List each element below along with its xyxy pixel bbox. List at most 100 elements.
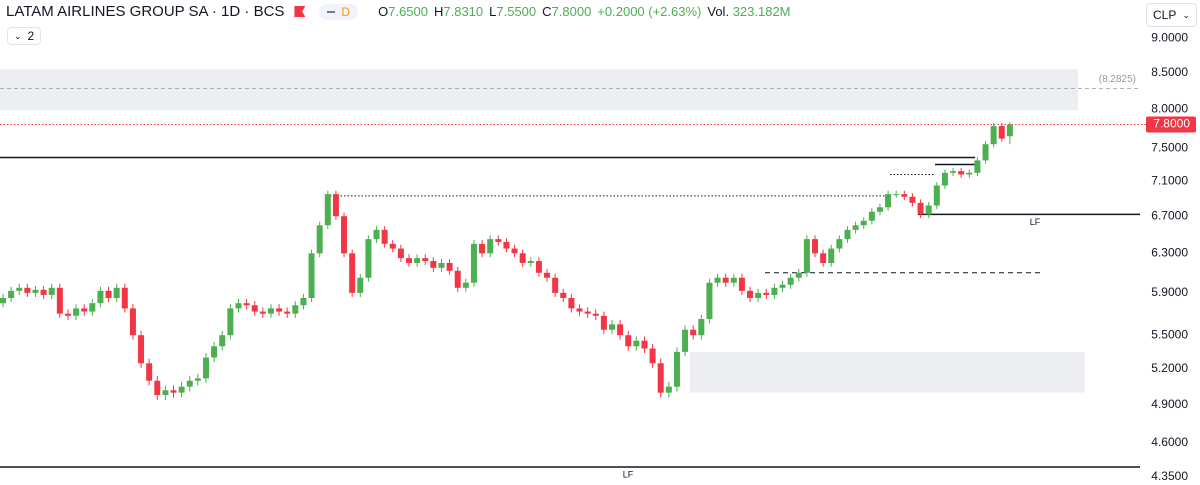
y-tick-label: 5.9000 <box>1151 285 1188 299</box>
symbol-title: LATAM AIRLINES GROUP SA · 1D · BCS <box>6 3 285 20</box>
candle-body <box>219 335 226 347</box>
candle-body <box>552 277 559 293</box>
candle-body <box>982 144 989 161</box>
candle-body <box>129 308 136 336</box>
candle-body <box>950 171 957 173</box>
candle-body <box>73 308 80 316</box>
candle-body <box>617 324 624 336</box>
y-tick-label: 4.9000 <box>1151 397 1188 411</box>
candle-body <box>121 287 128 309</box>
candle-body <box>665 386 672 393</box>
candle-body <box>259 311 266 314</box>
candle-body <box>154 380 161 396</box>
candle-body <box>170 390 177 393</box>
candle-body <box>803 239 810 273</box>
currency-text: CLP <box>1153 8 1177 22</box>
candle-body <box>243 303 250 306</box>
candle-body <box>592 313 599 316</box>
candle-body <box>885 194 892 208</box>
candle-body <box>487 239 494 254</box>
candle-body <box>16 287 23 291</box>
candle-body <box>24 287 31 293</box>
y-tick-label: 4.6000 <box>1151 435 1188 449</box>
candle-body <box>998 126 1005 139</box>
candle-body <box>292 305 299 314</box>
y-tick-label: 6.7000 <box>1151 208 1188 222</box>
candle-body <box>925 205 932 215</box>
candle-body <box>820 253 827 263</box>
candle-body <box>893 194 900 196</box>
candle-body <box>576 308 583 312</box>
candle-body <box>276 308 283 312</box>
candle-body <box>958 171 965 175</box>
candle-body <box>941 172 948 186</box>
candle-body <box>438 262 445 268</box>
candle-body <box>341 216 348 254</box>
candle-body <box>690 329 697 336</box>
candle-body <box>89 303 96 312</box>
currency-button[interactable]: CLP ⌄ <box>1146 3 1197 27</box>
candle-body <box>682 329 689 352</box>
candle-body <box>414 258 421 263</box>
candle-body <box>406 258 412 263</box>
zone <box>0 69 1078 111</box>
candle-body <box>0 298 6 304</box>
candle-body <box>357 277 364 293</box>
low-label: L <box>489 4 497 19</box>
candle-body <box>56 287 63 314</box>
open-value: 7.6500 <box>388 4 428 19</box>
candle-body <box>495 239 502 242</box>
candle-body <box>876 207 883 212</box>
candle-body <box>97 290 104 304</box>
candle-body <box>738 277 745 291</box>
open-label: O <box>378 4 389 19</box>
candle-body <box>828 248 835 263</box>
candle-body <box>844 229 851 240</box>
low-value: 7.5500 <box>496 4 537 19</box>
candle-body <box>138 335 145 364</box>
candle-body <box>324 194 331 226</box>
candle-body <box>203 357 209 379</box>
badge-text: D <box>341 4 351 19</box>
candle-body <box>933 185 940 206</box>
candle-body <box>162 390 169 396</box>
candle-body <box>316 225 323 254</box>
volume-label: Vol. <box>707 4 730 19</box>
flag-icon[interactable] <box>294 6 306 17</box>
candle-body <box>535 261 542 273</box>
candle-body <box>422 258 429 262</box>
candle-body <box>511 248 518 254</box>
candle-body <box>300 298 307 306</box>
y-tick-label: 8.5000 <box>1151 65 1188 79</box>
candle-body <box>787 277 794 285</box>
level-label: LF <box>623 469 634 479</box>
candle-body <box>584 311 591 314</box>
interval-badge[interactable]: D <box>319 3 359 20</box>
candle-body <box>389 243 396 249</box>
legend-header: LATAM AIRLINES GROUP SA · 1D · BCS D O7.… <box>6 3 791 20</box>
candle-body <box>235 303 242 309</box>
high-value: 7.8310 <box>443 4 484 19</box>
candle-body <box>381 229 388 244</box>
indicators-toggle[interactable]: ⌄ 2 <box>7 27 42 45</box>
candle-body <box>470 243 477 283</box>
last-price-label: 7.8000 <box>1153 117 1190 131</box>
candle-body <box>990 126 997 145</box>
candle-body <box>771 287 778 295</box>
candle-body <box>267 308 274 314</box>
candle-body <box>519 253 526 263</box>
candle-body <box>706 282 713 319</box>
candle-body <box>560 292 567 299</box>
candle-body <box>40 289 47 295</box>
candle-body <box>194 378 201 381</box>
candle-body <box>730 277 737 283</box>
candle-body <box>625 335 632 347</box>
candle-body <box>812 239 818 254</box>
candle-body <box>105 290 112 299</box>
candle-body <box>673 351 680 387</box>
candle-body <box>917 202 924 215</box>
candle-body <box>779 284 786 288</box>
candle-body <box>186 380 193 387</box>
y-tick-label: 6.3000 <box>1151 245 1188 259</box>
